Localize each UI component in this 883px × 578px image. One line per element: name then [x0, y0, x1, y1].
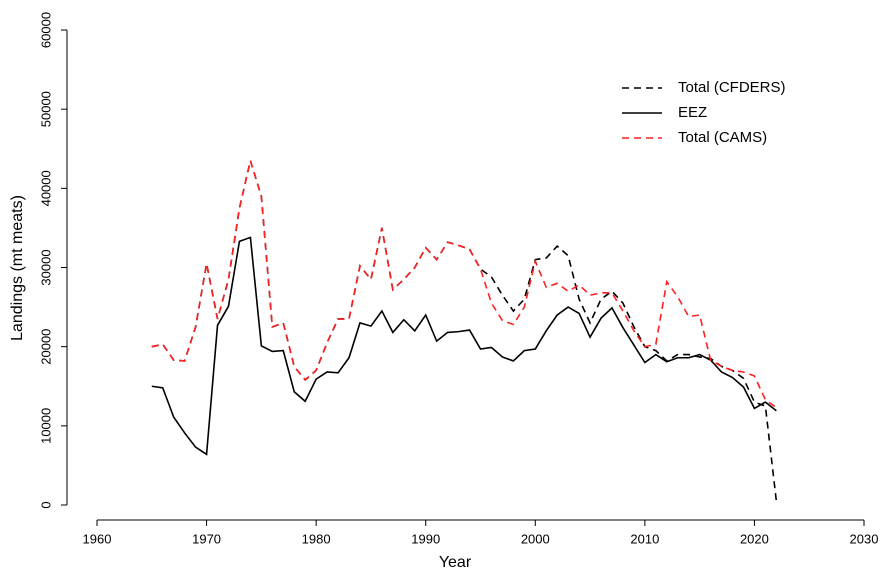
y-axis-label: Landings (mt meats)	[9, 195, 26, 341]
x-tick-label: 1990	[411, 531, 440, 546]
series-line	[151, 236, 777, 456]
series-line	[151, 157, 777, 409]
y-tick-label: 30000	[38, 249, 53, 285]
legend-label: Total (CAMS)	[678, 129, 767, 146]
x-tick-label: 1970	[192, 531, 221, 546]
x-tick-label: 1980	[302, 531, 331, 546]
x-tick-label: 2000	[521, 531, 550, 546]
x-tick-label: 2020	[740, 531, 769, 546]
y-tick-label: 10000	[38, 408, 53, 444]
y-tick-label: 40000	[38, 170, 53, 206]
x-tick-label: 2010	[630, 531, 659, 546]
y-tick-label: 20000	[38, 329, 53, 365]
x-tick-label: 1960	[83, 531, 112, 546]
legend-label: EEZ	[678, 104, 707, 121]
legend-label: Total (CFDERS)	[678, 79, 786, 96]
y-tick-label: 50000	[38, 91, 53, 127]
y-tick-label: 60000	[38, 12, 53, 48]
x-tick-label: 2030	[850, 531, 879, 546]
y-tick-label: 0	[38, 501, 53, 508]
x-axis-label: Year	[439, 554, 472, 571]
